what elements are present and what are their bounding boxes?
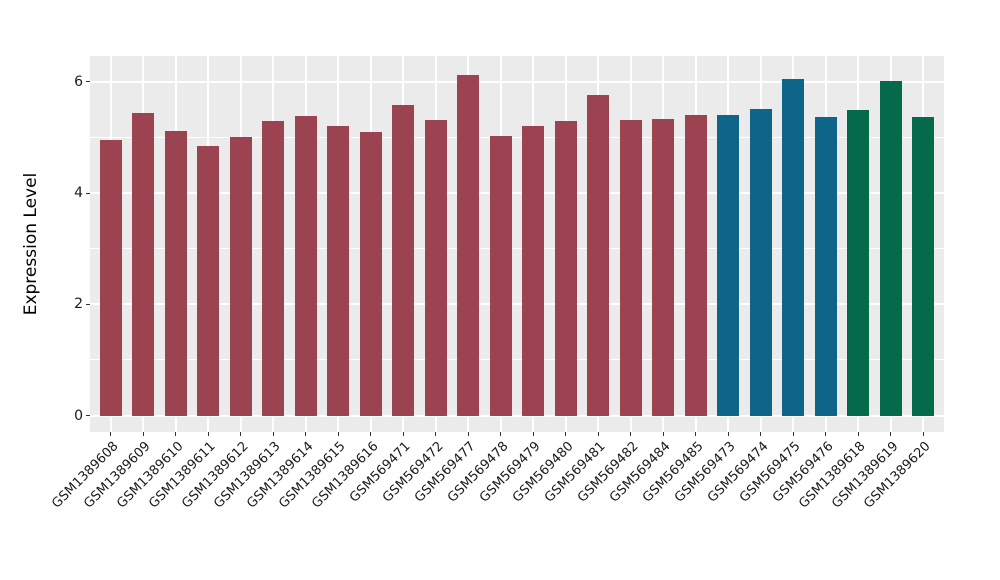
x-axis-tick [630, 432, 631, 436]
x-axis-tick [402, 432, 404, 436]
bar [164, 131, 187, 416]
bar [782, 78, 804, 416]
y-axis-tick [86, 303, 90, 305]
x-axis-tick [727, 432, 729, 436]
y-tick-label: 2 [74, 296, 83, 313]
y-tick-label: 6 [74, 73, 83, 90]
bar [652, 118, 674, 416]
gridline-minor [90, 359, 944, 361]
bar [717, 114, 739, 416]
y-axis-tick [86, 415, 90, 416]
bar [619, 119, 642, 416]
bar [814, 116, 837, 416]
bar [522, 125, 544, 416]
x-axis-tick [825, 432, 826, 436]
gridline-major [90, 303, 944, 306]
bar [554, 121, 577, 416]
bar [392, 104, 414, 416]
x-axis-tick [792, 432, 794, 436]
bar [132, 112, 154, 416]
x-axis-tick [857, 432, 859, 436]
bar [359, 132, 382, 416]
gridline-major [90, 414, 944, 417]
bar [197, 146, 219, 416]
bar [489, 136, 512, 416]
y-tick-label: 0 [74, 407, 83, 424]
bar [294, 115, 317, 416]
x-axis-tick [597, 432, 599, 436]
bar [229, 136, 252, 416]
x-axis-tick [500, 432, 501, 436]
bar [912, 116, 934, 416]
x-axis-tick [142, 432, 144, 436]
x-axis-tick [890, 432, 891, 436]
bar [424, 119, 447, 416]
y-axis-tick [86, 192, 90, 194]
x-axis-tick [760, 432, 761, 436]
x-axis-tick [207, 432, 209, 436]
gridline-minor [90, 248, 944, 250]
bar [587, 95, 609, 416]
y-axis-title: Expression Level [21, 172, 41, 316]
x-axis-tick [272, 432, 274, 436]
gridline-major [90, 192, 944, 195]
y-tick-label: 4 [74, 185, 83, 202]
x-axis-tick [922, 432, 924, 436]
x-axis-tick [240, 432, 241, 436]
bar [327, 126, 349, 416]
x-axis-tick [695, 432, 696, 436]
gridline-major [90, 80, 944, 83]
bar [99, 139, 122, 416]
x-axis-tick [435, 432, 436, 436]
y-axis-tick [86, 81, 90, 83]
x-axis-tick [532, 432, 534, 436]
gridline-minor [90, 137, 944, 138]
bar [879, 80, 902, 416]
x-axis-tick [370, 432, 371, 436]
bar [262, 121, 284, 416]
x-axis-tick [175, 432, 176, 436]
x-axis-tick [565, 432, 566, 436]
x-axis-tick [662, 432, 664, 436]
bar [457, 74, 479, 416]
bar [684, 115, 707, 416]
x-axis-tick [467, 432, 469, 436]
x-axis-tick [305, 432, 306, 436]
bar [749, 108, 772, 416]
plot-panel [90, 56, 944, 432]
x-axis-tick [110, 432, 111, 436]
bar [847, 109, 869, 416]
x-axis-tick [337, 432, 339, 436]
